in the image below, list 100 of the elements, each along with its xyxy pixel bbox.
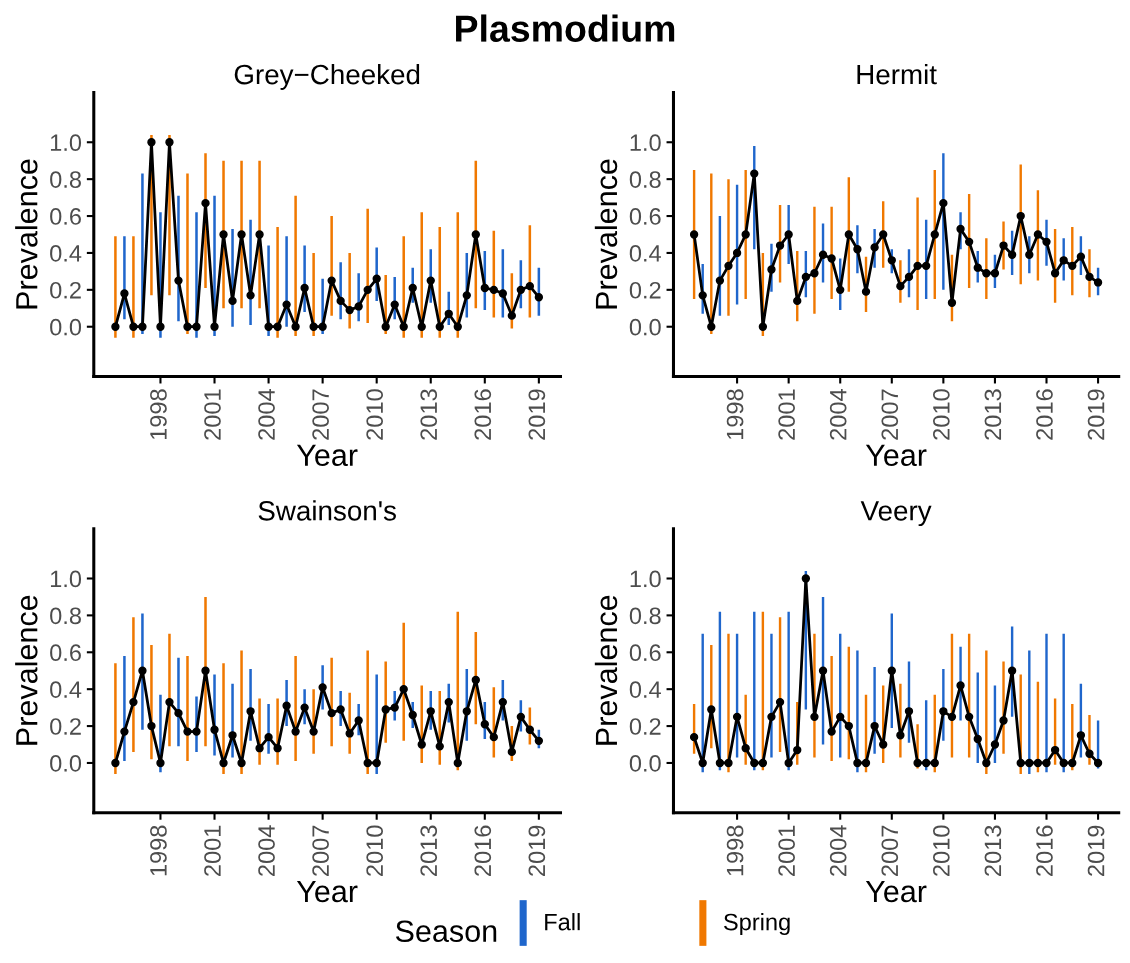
y-tick-label: 0.2: [629, 281, 661, 299]
point: [435, 322, 444, 331]
point: [426, 707, 435, 716]
point: [1042, 758, 1051, 768]
point: [853, 758, 862, 768]
point: [246, 291, 255, 300]
point: [147, 138, 156, 147]
x-tick-label: 2007: [881, 389, 899, 440]
point: [111, 322, 120, 331]
x-tick-label: 1998: [150, 825, 167, 876]
point: [435, 742, 444, 751]
point: [818, 666, 828, 675]
x-tick-label: 2004: [829, 825, 847, 876]
point: [879, 230, 888, 239]
point: [210, 322, 219, 331]
legend-label: Fall: [545, 913, 580, 931]
point: [417, 322, 426, 331]
point: [534, 736, 544, 745]
point: [1050, 269, 1060, 278]
point: [381, 322, 390, 331]
point: [120, 727, 129, 736]
point: [309, 322, 318, 331]
point: [741, 230, 750, 239]
point: [471, 230, 480, 239]
x-tick-label: 2013: [420, 825, 438, 876]
point: [111, 758, 120, 768]
point: [775, 241, 785, 250]
bar: [402, 622, 405, 741]
point: [758, 758, 768, 768]
point: [381, 705, 390, 714]
point: [291, 322, 300, 331]
bar: [366, 208, 369, 324]
point: [870, 721, 879, 731]
point: [999, 241, 1008, 250]
x-tick-label: 2007: [312, 825, 329, 876]
point: [861, 758, 871, 768]
point: [318, 683, 327, 692]
point: [947, 712, 957, 722]
point: [964, 712, 974, 722]
point: [408, 710, 417, 720]
point: [913, 758, 922, 768]
point: [836, 285, 845, 294]
bar: [1062, 633, 1065, 773]
chart-title: Grey−Cheeked: [234, 63, 420, 90]
point: [228, 296, 237, 306]
point: [192, 727, 201, 736]
point: [471, 675, 480, 685]
bar: [294, 195, 297, 336]
point: [399, 685, 408, 694]
point: [956, 681, 965, 690]
x-tick-label: 2013: [420, 389, 438, 440]
point: [300, 703, 309, 712]
point: [887, 256, 896, 265]
x-tick-label: 2001: [778, 825, 795, 876]
y-tick-label: 1.0: [50, 570, 82, 588]
point: [354, 716, 363, 725]
bar: [787, 611, 790, 771]
point: [715, 758, 725, 768]
point: [810, 269, 819, 278]
y-tick-label: 1.0: [50, 134, 82, 152]
point: [138, 666, 147, 675]
x-tick-label: 2007: [312, 389, 329, 440]
y-tick-label: 0.0: [629, 318, 661, 336]
point: [273, 744, 282, 753]
point: [810, 712, 819, 722]
x-tick-label: 2016: [1036, 825, 1053, 876]
point: [165, 138, 174, 147]
point: [801, 272, 811, 282]
point: [990, 269, 1000, 278]
point: [1007, 250, 1017, 259]
x-axis-title: Year: [296, 881, 358, 903]
x-tick-label: 2013: [984, 825, 1002, 876]
point: [354, 302, 363, 311]
point: [939, 198, 948, 208]
point: [698, 758, 707, 768]
point: [480, 283, 489, 293]
x-axis-title: Year: [865, 444, 927, 467]
point: [784, 758, 793, 768]
bar: [701, 633, 704, 773]
point: [246, 707, 255, 716]
point: [507, 747, 516, 757]
point: [947, 298, 957, 307]
point: [689, 230, 699, 239]
point: [861, 287, 871, 296]
bar: [114, 663, 117, 775]
x-tick-label: 2019: [1087, 389, 1105, 440]
point: [156, 758, 165, 768]
point: [1007, 666, 1017, 675]
point: [1059, 758, 1068, 768]
point: [489, 732, 498, 742]
point: [853, 245, 862, 254]
point: [964, 237, 974, 247]
bar: [710, 173, 713, 335]
point: [689, 732, 699, 742]
point: [707, 322, 716, 331]
point: [750, 758, 759, 768]
y-tick-label: 0.4: [50, 245, 82, 262]
y-tick-label: 0.4: [629, 681, 661, 698]
x-tick-label: 2016: [1036, 389, 1053, 440]
point: [793, 745, 802, 755]
